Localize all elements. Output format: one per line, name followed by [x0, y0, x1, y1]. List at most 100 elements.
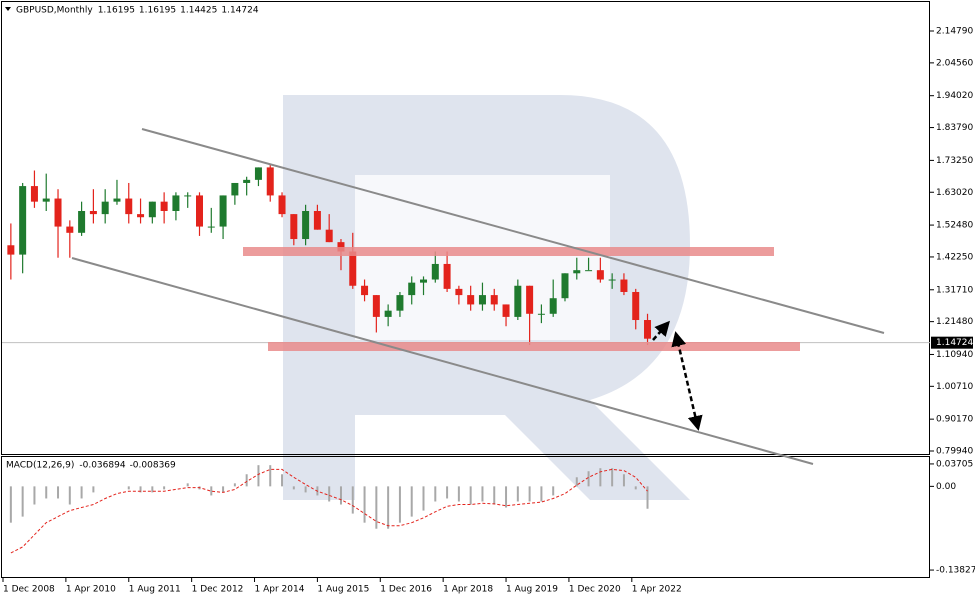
title-value: 1.14724	[221, 6, 258, 16]
candle-body	[585, 270, 593, 272]
candle-body	[467, 295, 475, 305]
candle-body	[89, 211, 97, 215]
y-tick-label: 0.79940	[936, 447, 973, 457]
candle-body	[408, 282, 416, 296]
candle-body	[337, 242, 345, 252]
candle-body	[254, 167, 262, 180]
candle-body	[526, 285, 534, 314]
x-tick-label: 1 Apr 2022	[632, 585, 682, 595]
candle-body	[490, 295, 498, 305]
arrow-down	[671, 331, 703, 431]
candle-body	[172, 195, 180, 212]
resistance-zone	[243, 247, 774, 256]
candle-body	[549, 298, 557, 314]
y-tick-label: 0.03705	[936, 459, 973, 469]
candle-body	[361, 285, 369, 296]
x-tick-label: 1 Apr 2014	[255, 585, 305, 595]
candle-body	[420, 279, 428, 283]
symbol-title: GBPUSD,Monthly	[16, 6, 93, 16]
title-value: -0.008369	[130, 461, 176, 471]
x-tick-label: 1 Dec 2020	[569, 585, 621, 595]
candle-body	[7, 245, 15, 255]
candle-body	[113, 198, 121, 202]
candle-body	[514, 285, 522, 317]
candle-body	[443, 263, 451, 289]
candle-body	[455, 288, 463, 296]
y-tick-label: 1.21480	[936, 317, 973, 327]
candle-body	[573, 270, 581, 274]
y-tick-label: 1.00710	[936, 382, 973, 392]
candle-body	[561, 273, 569, 299]
y-tick-label: 1.42250	[936, 252, 973, 262]
x-tick-label: 1 Dec 2016	[380, 585, 432, 595]
candle-body	[42, 198, 50, 202]
candle-body	[502, 304, 510, 317]
candle-body	[632, 291, 640, 321]
candle-body	[148, 201, 156, 218]
arrow-up	[652, 320, 670, 341]
y-tick-label: 1.31710	[936, 285, 973, 295]
last-price-label: 1.14724	[936, 338, 973, 348]
y-tick-label: 1.52480	[936, 221, 973, 231]
y-tick-label: 2.14790	[936, 27, 973, 37]
price-panel	[1, 1, 930, 455]
candle-body	[266, 167, 274, 196]
candle-body	[478, 295, 486, 305]
candle-body	[101, 201, 109, 215]
support-zone	[268, 342, 800, 351]
candle-body	[608, 279, 616, 281]
last-price-box	[931, 336, 973, 349]
y-tick-label: 0.90170	[936, 415, 973, 425]
candle-body	[196, 195, 203, 227]
candle-body	[396, 295, 404, 311]
y-tick-label: 1.83790	[936, 123, 973, 133]
x-tick-label: 1 Dec 2012	[192, 585, 244, 595]
candle-body	[290, 214, 298, 240]
title-value: 1.14425	[180, 6, 217, 16]
candle-body	[19, 186, 27, 255]
macd-title: MACD(12,26,9)	[6, 461, 74, 471]
x-tick-label: 1 Dec 2008	[3, 585, 55, 595]
candle-body	[537, 313, 545, 315]
candle-body	[325, 229, 333, 243]
title-value: 1.16195	[98, 6, 135, 16]
y-tick-label: -0.138273	[936, 566, 975, 576]
candle-body	[302, 211, 310, 240]
candle-body	[30, 186, 38, 202]
candle-body	[243, 179, 251, 183]
x-tick-label: 1 Aug 2019	[506, 585, 558, 595]
macd-panel	[1, 456, 930, 578]
y-tick-label: 1.73250	[936, 156, 973, 166]
candle-body	[78, 211, 86, 233]
candle-body	[644, 320, 652, 339]
menu-icon[interactable]	[5, 7, 11, 11]
y-tick-label: 1.63020	[936, 188, 973, 198]
candle-body	[160, 201, 168, 212]
candle-body	[384, 310, 392, 317]
candle-body	[349, 251, 357, 286]
candle-body	[137, 214, 145, 218]
candle-body	[372, 295, 380, 317]
x-tick-label: 1 Aug 2015	[317, 585, 369, 595]
candle-body	[231, 182, 239, 196]
candle-body	[125, 198, 133, 215]
candle-body	[207, 226, 215, 228]
candle-body	[313, 211, 321, 230]
x-tick-label: 1 Aug 2011	[129, 585, 181, 595]
title-value: -0.036894	[79, 461, 125, 471]
y-tick-label: 2.04560	[936, 58, 973, 68]
x-tick-label: 1 Apr 2018	[443, 585, 493, 595]
candle-body	[184, 195, 192, 197]
x-tick-label: 1 Apr 2010	[66, 585, 116, 595]
title-value: 1.16195	[139, 6, 176, 16]
y-tick-label: 0.00	[936, 482, 956, 492]
y-tick-label: 1.94020	[936, 91, 973, 101]
candle-body	[219, 195, 227, 227]
candle-body	[54, 198, 62, 227]
channel-upper	[141, 128, 885, 334]
y-tick-label: 1.10940	[936, 350, 973, 360]
candle-body	[66, 226, 74, 233]
candle-body	[596, 270, 604, 280]
candle-body	[620, 279, 628, 292]
